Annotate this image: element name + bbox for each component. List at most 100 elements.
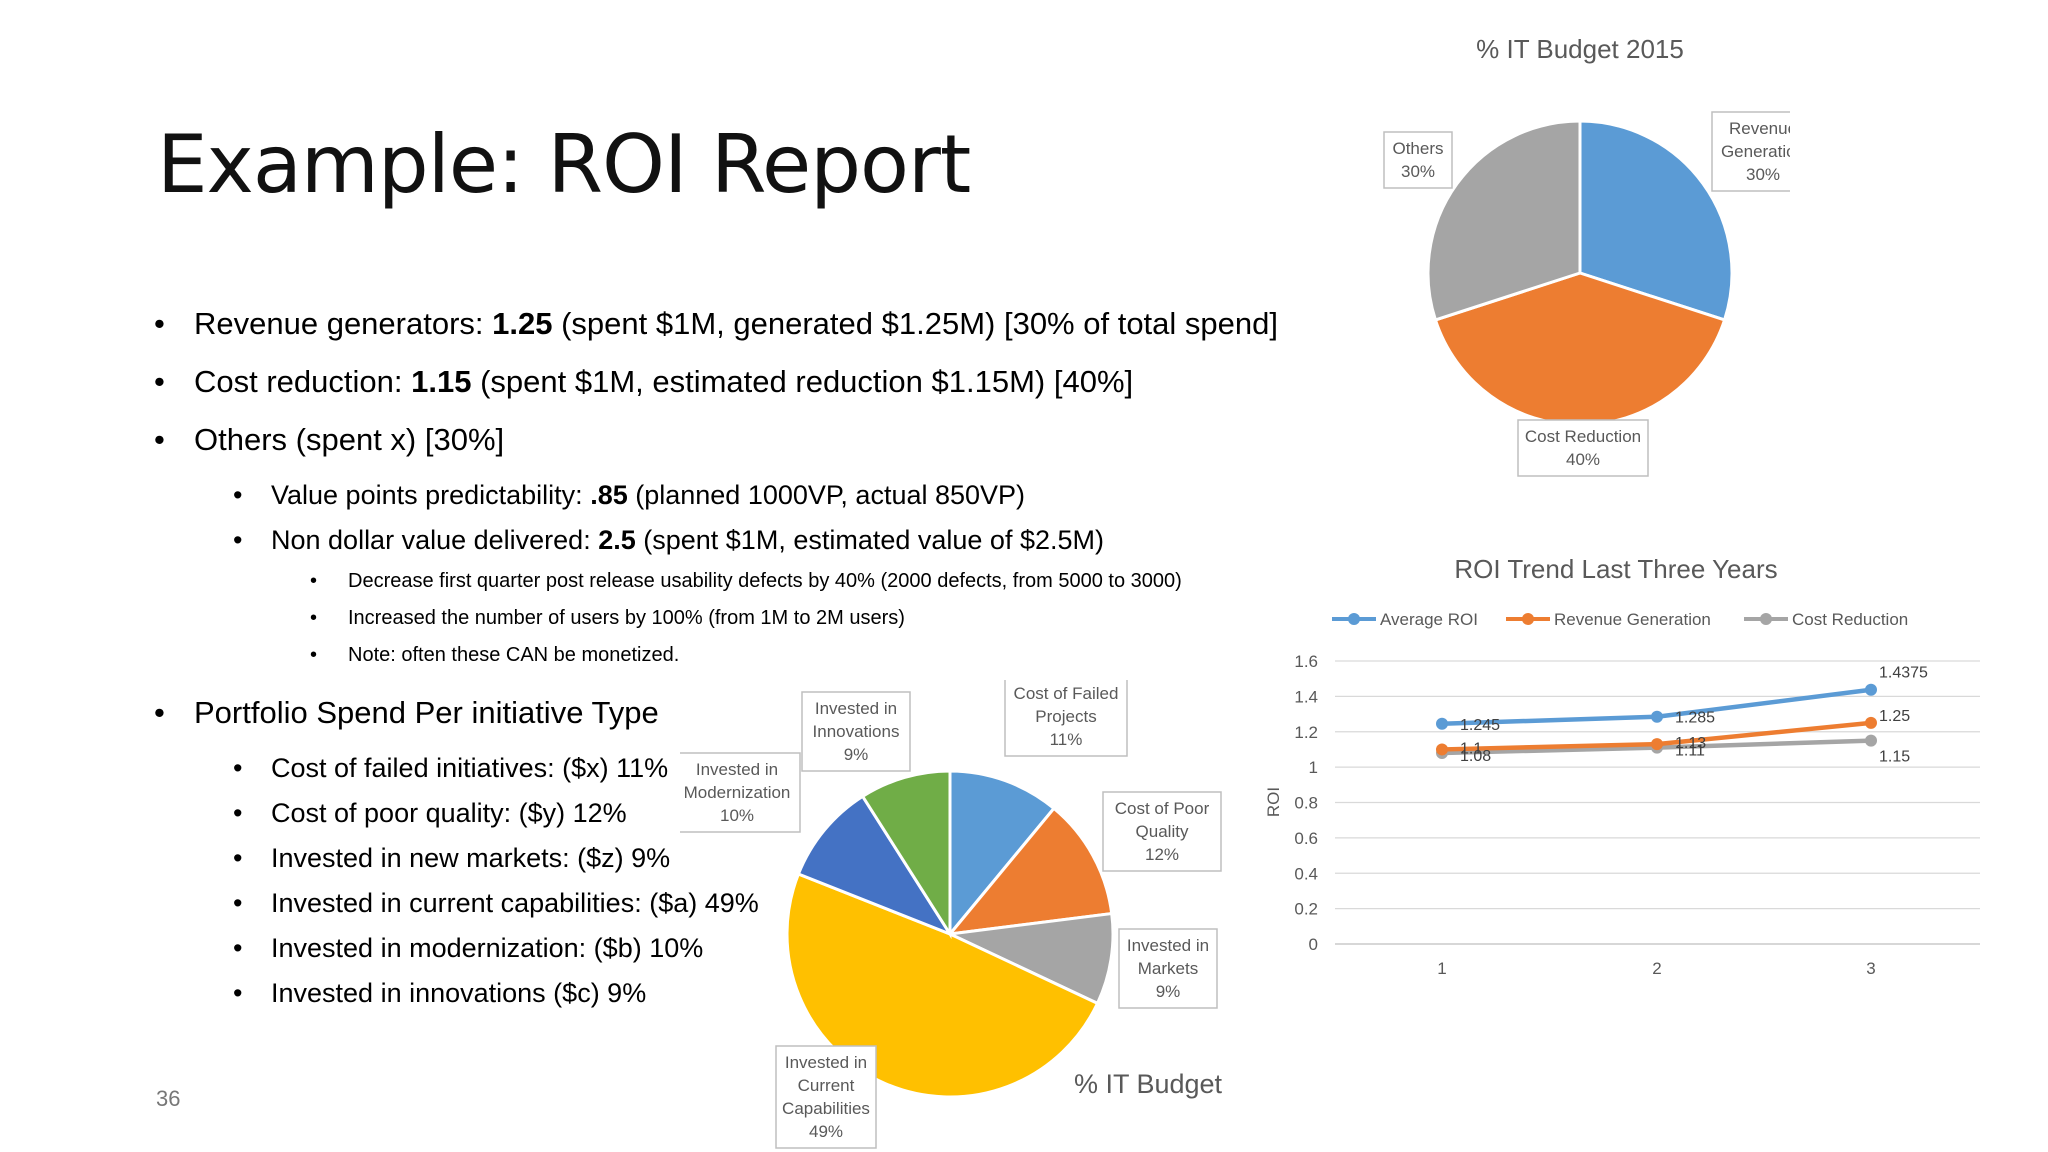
slice-category-label: Current xyxy=(798,1076,855,1095)
y-axis-label: ROI xyxy=(1264,787,1283,817)
data-label-box xyxy=(1517,419,1649,477)
bullet-item: • Invested in current capabilities: ($a) … xyxy=(233,888,1330,919)
legend-marker xyxy=(1348,613,1360,625)
slide-title: Example: ROI Report xyxy=(157,118,971,211)
pie-slice xyxy=(1578,119,1734,322)
bullet-marker: • xyxy=(233,480,243,510)
data-label-box xyxy=(1711,111,1790,192)
data-point xyxy=(1651,710,1663,723)
bullet-value: 1.15 xyxy=(411,364,472,399)
bullet-text: (spent $1M, estimated reduction $1.15M) … xyxy=(471,364,1134,399)
data-point xyxy=(1865,683,1877,696)
bullet-item: • Cost reduction: 1.15 (spent $1M, estima… xyxy=(154,364,1330,400)
bullet-text: Portfolio Spend Per initiative Type xyxy=(194,695,659,730)
slice-category-label: Innovations xyxy=(813,722,900,741)
bullet-text: Invested in new markets: ($z) 9% xyxy=(271,843,671,873)
data-label: 1.25 xyxy=(1879,708,1910,725)
slice-category-label: Others xyxy=(1392,139,1443,158)
legend-label: Revenue Generation xyxy=(1554,610,1711,629)
slice-category-label: Invested in xyxy=(815,699,897,718)
y-tick-label: 1.6 xyxy=(1294,652,1318,671)
pie-slice xyxy=(1426,119,1582,322)
slice-category-label: Invested in xyxy=(1127,936,1209,955)
slice-value-label: 11% xyxy=(1050,730,1083,749)
slice-value-label: 9% xyxy=(844,745,869,764)
bullet-item: • Others (spent x) [30%] xyxy=(154,422,1330,458)
data-label-box xyxy=(1102,791,1222,872)
slice-category-label: Projects xyxy=(1035,707,1096,726)
slice-category-label: Invested in xyxy=(696,760,778,779)
legend-label: Average ROI xyxy=(1380,610,1478,629)
slide-number: 36 xyxy=(156,1086,181,1111)
slice-category-label: Modernization xyxy=(684,783,791,802)
bullet-marker: • xyxy=(233,525,243,555)
pie-slice xyxy=(785,872,1100,1099)
slice-category-label: Invested in xyxy=(785,1053,867,1072)
y-tick-label: 0 xyxy=(1309,935,1318,954)
y-tick-label: 1.4 xyxy=(1294,687,1318,706)
pie-slice xyxy=(944,911,1115,1006)
data-label: 1.4375 xyxy=(1879,665,1928,682)
bullet-text: (planned 1000VP, actual 850VP) xyxy=(627,480,1026,510)
bullet-marker: • xyxy=(233,753,243,783)
data-label-box xyxy=(1383,131,1453,189)
bullet-item: • Cost of failed initiatives: ($x) 11% xyxy=(233,753,1330,784)
slice-value-label: 30% xyxy=(1746,165,1780,184)
data-point xyxy=(1651,738,1663,751)
slice-category-label: Markets xyxy=(1138,959,1198,978)
slice-value-label: 12% xyxy=(1145,845,1179,864)
bullet-item: • Increased the number of users by 100% (… xyxy=(310,607,1330,630)
bullet-text: Invested in modernization: ($b) 10% xyxy=(271,933,704,963)
bullet-value: 1.25 xyxy=(492,306,553,341)
bullet-item: • Non dollar value delivered: 2.5 (spent … xyxy=(233,525,1330,556)
legend-label: Cost Reduction xyxy=(1792,610,1908,629)
slice-category-label: Quality xyxy=(1136,822,1189,841)
x-tick-label: 3 xyxy=(1866,959,1875,978)
bullet-text: Cost of failed initiatives: ($x) 11% xyxy=(271,753,669,783)
bullet-text: Non dollar value delivered: xyxy=(271,525,599,555)
bullet-marker: • xyxy=(233,888,243,918)
bullet-marker: • xyxy=(310,607,318,629)
bullet-item: • Revenue generators: 1.25 (spent $1M, ge… xyxy=(154,306,1330,342)
bullet-text: Cost of poor quality: ($y) 12% xyxy=(271,798,627,828)
bullet-marker: • xyxy=(310,644,318,666)
data-label-box xyxy=(775,1045,877,1149)
slice-category-label: Capabilities xyxy=(782,1099,870,1118)
bullet-text: Others (spent x) [30%] xyxy=(194,422,505,457)
slice-value-label: 40% xyxy=(1566,450,1600,469)
bullet-item: • Portfolio Spend Per initiative Type xyxy=(154,695,1330,731)
slice-category-label: Generation xyxy=(1721,142,1790,161)
slice-value-label: 10% xyxy=(720,806,754,825)
data-label-box xyxy=(1004,680,1128,757)
y-tick-label: 0.8 xyxy=(1294,794,1318,813)
slice-category-label: Cost of Poor xyxy=(1115,799,1210,818)
legend-marker xyxy=(1760,613,1772,625)
bullet-item: • Invested in new markets: ($z) 9% xyxy=(233,843,1330,874)
data-label: 1.08 xyxy=(1460,748,1491,765)
data-label: 1.1 xyxy=(1460,740,1482,757)
bullet-text: Invested in innovations ($c) 9% xyxy=(271,978,647,1008)
bullet-item: • Invested in modernization: ($b) 10% xyxy=(233,933,1330,964)
bullet-marker: • xyxy=(233,978,243,1008)
bullet-marker: • xyxy=(233,843,243,873)
bullet-text: Decrease first quarter post release usab… xyxy=(348,570,1182,592)
legend-marker xyxy=(1522,613,1534,625)
bullet-text: Invested in current capabilities: ($a) 4… xyxy=(271,888,759,918)
y-tick-label: 0.2 xyxy=(1294,900,1318,919)
bullet-text: Value points predictability: xyxy=(271,480,591,510)
data-point xyxy=(1865,734,1877,747)
bullet-text: Cost reduction: xyxy=(194,364,412,399)
y-tick-label: 0.6 xyxy=(1294,829,1318,848)
data-label: 1.245 xyxy=(1460,717,1500,734)
bullet-item: • Note: often these CAN be monetized. xyxy=(310,644,1330,667)
data-label-box xyxy=(680,752,801,833)
slice-value-label: 30% xyxy=(1401,162,1435,181)
bullet-value: 2.5 xyxy=(598,525,636,555)
x-tick-label: 1 xyxy=(1437,959,1446,978)
pie-slice xyxy=(860,769,952,940)
bullet-text: Note: often these CAN be monetized. xyxy=(348,644,680,666)
roi-trend-line-chart: ROI Trend Last Three Years Average ROI Re… xyxy=(1264,554,1980,978)
chart-title: ROI Trend Last Three Years xyxy=(1454,554,1777,584)
chart-title: % IT Budget 2015 xyxy=(1476,34,1684,64)
slice-value-label: 9% xyxy=(1156,982,1181,1001)
